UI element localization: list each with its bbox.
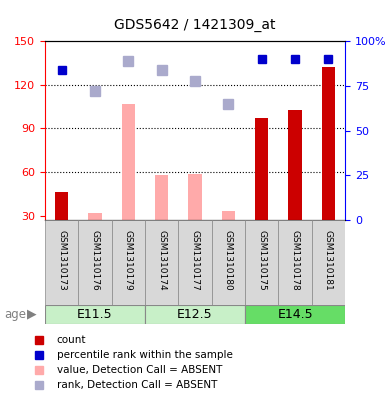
Bar [145,220,178,305]
Bar [45,220,78,305]
Text: E12.5: E12.5 [177,308,213,321]
Text: GSM1310173: GSM1310173 [57,230,66,291]
Text: GSM1310175: GSM1310175 [257,230,266,291]
Bar [255,118,268,220]
Text: ▶: ▶ [27,308,36,321]
Text: GSM1310174: GSM1310174 [157,230,166,291]
Bar [322,68,335,220]
Text: E11.5: E11.5 [77,308,113,321]
Text: GSM1310178: GSM1310178 [291,230,300,291]
Text: GSM1310176: GSM1310176 [90,230,99,291]
Bar [55,193,68,220]
Text: rank, Detection Call = ABSENT: rank, Detection Call = ABSENT [57,380,217,390]
Bar [155,175,168,220]
Bar [245,305,345,324]
Bar [278,220,312,305]
Text: value, Detection Call = ABSENT: value, Detection Call = ABSENT [57,365,222,375]
Bar [289,110,302,220]
Text: GSM1310179: GSM1310179 [124,230,133,291]
Text: GSM1310180: GSM1310180 [224,230,233,291]
Text: E14.5: E14.5 [277,308,313,321]
Text: GDS5642 / 1421309_at: GDS5642 / 1421309_at [114,18,276,32]
Bar [212,220,245,305]
Bar [88,213,101,220]
Text: GSM1310177: GSM1310177 [190,230,200,291]
Text: count: count [57,335,86,345]
Text: age: age [4,308,26,321]
Bar [122,104,135,220]
Bar [78,220,112,305]
Bar [188,174,202,220]
Bar [112,220,145,305]
Bar [312,220,345,305]
Bar [245,220,278,305]
Bar [222,211,235,220]
Text: GSM1310181: GSM1310181 [324,230,333,291]
Bar [178,220,212,305]
Text: percentile rank within the sample: percentile rank within the sample [57,350,232,360]
Bar [145,305,245,324]
Bar [45,305,145,324]
